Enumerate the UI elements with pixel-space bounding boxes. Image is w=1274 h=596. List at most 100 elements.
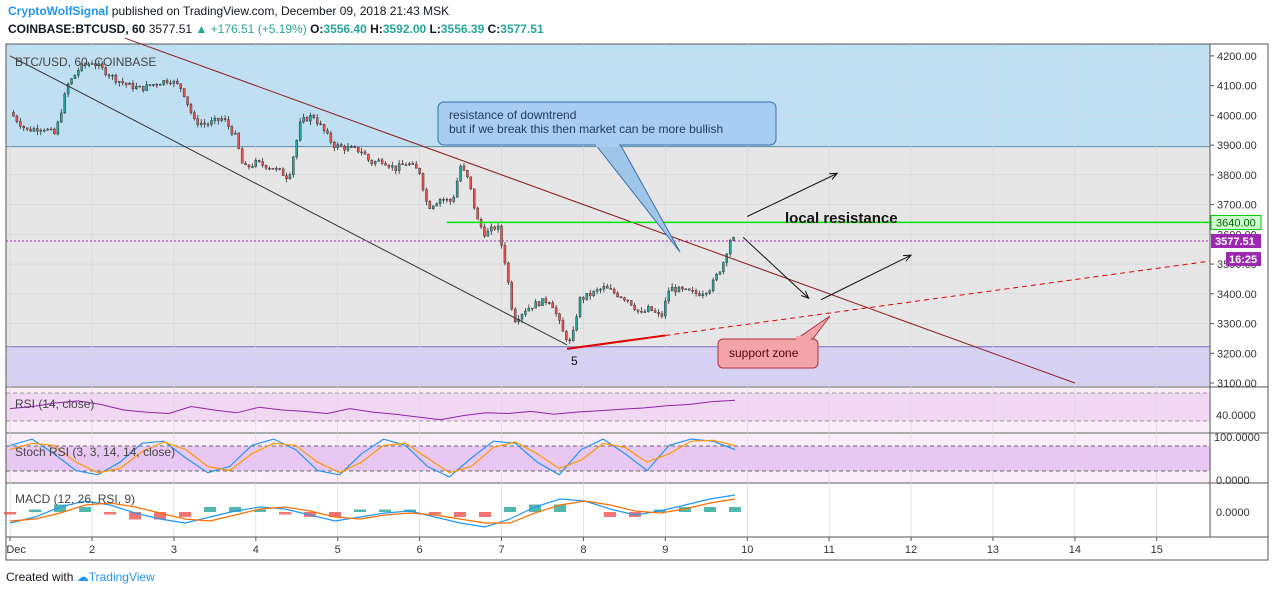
- macd-histogram-up: [728, 507, 741, 512]
- candle-up: [73, 74, 77, 79]
- candle-up: [234, 132, 237, 135]
- candle-down: [544, 298, 548, 303]
- candle-down: [411, 163, 415, 165]
- candle-up: [708, 290, 711, 294]
- candle-up: [534, 301, 537, 309]
- candle-down: [387, 165, 391, 168]
- candle-down: [237, 132, 240, 149]
- candle-up: [599, 288, 602, 291]
- candle-up: [63, 93, 66, 114]
- last-price-text: 3577.51: [1215, 236, 1255, 248]
- candle-down: [312, 115, 316, 119]
- price-tick-label: 3200.00: [1217, 348, 1257, 360]
- candle-up: [496, 225, 500, 230]
- candle-up: [275, 168, 278, 170]
- candle-down: [15, 115, 19, 122]
- candle-down: [148, 84, 152, 86]
- candle-down: [531, 307, 534, 310]
- footer-brand[interactable]: TradingView: [88, 570, 155, 584]
- candle-up: [541, 298, 544, 306]
- candle-up: [220, 118, 223, 121]
- macd-histogram-up: [503, 507, 516, 512]
- macd-histogram-up: [229, 507, 242, 512]
- channel-lower-line: [9, 55, 568, 346]
- candle-down: [83, 63, 87, 66]
- candle-up: [309, 115, 312, 122]
- candle-down: [384, 163, 387, 166]
- candle-up: [336, 144, 339, 148]
- candle-down: [657, 312, 660, 314]
- arrow-line: [742, 236, 810, 299]
- candle-up: [438, 199, 442, 204]
- publisher-name[interactable]: CryptoWolfSignal: [8, 4, 109, 18]
- price-tick-label: 3700.00: [1217, 200, 1257, 212]
- price-chart[interactable]: 3100.003200.003300.003400.003500.003600.…: [0, 0, 1274, 566]
- price-tick-label: 3300.00: [1217, 319, 1257, 331]
- candle-up: [722, 262, 725, 273]
- candle-up: [128, 83, 131, 85]
- candle-up: [718, 271, 722, 275]
- resistance-callout[interactable]: resistance of downtrend but if we break …: [437, 101, 777, 253]
- macd-histogram-up: [254, 509, 267, 512]
- candle-down: [247, 164, 251, 168]
- candle-down: [537, 301, 541, 306]
- candle-up: [435, 203, 438, 207]
- main-pane-label: BTC/USD, 60, COINBASE: [15, 55, 156, 69]
- candle-up: [527, 307, 531, 312]
- candle-up: [66, 83, 70, 95]
- candle-down: [394, 165, 397, 171]
- candle-down: [640, 311, 643, 313]
- candle-down: [240, 148, 244, 164]
- macd-pane-label: MACD (12, 26, RSI, 9): [15, 492, 135, 506]
- candle-down: [124, 82, 128, 85]
- candle-up: [548, 302, 551, 304]
- time-tick-label: 5: [335, 544, 341, 556]
- price-tick-label: 3800.00: [1217, 170, 1257, 182]
- candle-up: [118, 81, 121, 83]
- candle-down: [462, 165, 466, 171]
- candle-down: [558, 313, 561, 321]
- resistance-price-text: 3640.00: [1216, 217, 1256, 229]
- candle-down: [268, 167, 271, 170]
- candle-down: [49, 128, 53, 131]
- time-tick-label: 15: [1151, 544, 1163, 556]
- macd-histogram-up: [528, 504, 541, 512]
- candle-down: [182, 88, 186, 97]
- open-label: O:: [310, 22, 324, 36]
- candle-down: [104, 67, 107, 76]
- macd-histogram-up: [54, 504, 67, 512]
- time-tick-label: 11: [823, 544, 834, 556]
- candle-down: [653, 310, 657, 313]
- candle-down: [500, 225, 503, 246]
- candle-up: [70, 78, 73, 85]
- time-tick-label: 6: [417, 544, 423, 556]
- candle-down: [466, 170, 469, 178]
- time-tick-label: 9: [662, 544, 668, 556]
- candle-down: [428, 201, 432, 209]
- price-change: ▲ +176.51 (+5.19%): [195, 22, 307, 36]
- candle-up: [39, 129, 43, 132]
- time-tick-label: 8: [580, 544, 586, 556]
- time-tick-label: 13: [987, 544, 999, 556]
- support-zone-callout[interactable]: support zone: [717, 315, 831, 369]
- candle-up: [298, 121, 302, 141]
- macd-histogram-down: [603, 512, 616, 517]
- time-tick-label: Dec: [6, 544, 26, 556]
- macd-line: [9, 494, 736, 528]
- candle-down: [565, 331, 568, 341]
- candle-down: [131, 83, 135, 90]
- candle-up: [575, 316, 578, 331]
- candle-up: [677, 286, 681, 293]
- low-value: 3556.39: [440, 22, 485, 36]
- candle-down: [203, 122, 206, 125]
- candle-up: [701, 293, 705, 296]
- candle-down: [329, 132, 333, 143]
- candle-down: [19, 121, 22, 127]
- drawings: [6, 37, 1211, 384]
- candle-down: [189, 104, 193, 113]
- downtrend-resistance-line: [124, 37, 1076, 384]
- support-projection-line: [665, 260, 1211, 336]
- stoch-d-line: [9, 439, 736, 474]
- countdown-badge: 16:25: [1226, 252, 1261, 267]
- candle-up: [346, 146, 350, 151]
